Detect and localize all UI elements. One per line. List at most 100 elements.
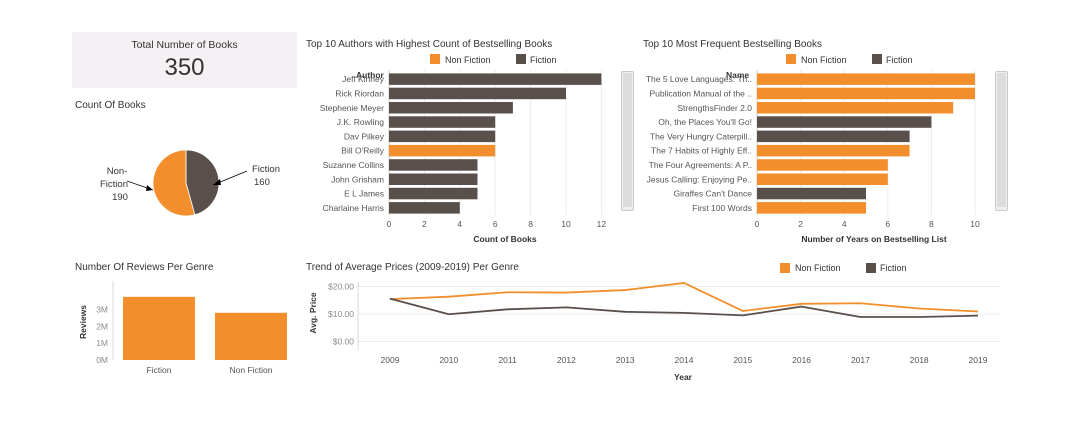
books-bar[interactable] <box>757 187 866 200</box>
reviews-tick: 2M <box>96 321 108 331</box>
trend-xtick: 2013 <box>616 355 635 365</box>
total-books-value: 350 <box>164 54 205 81</box>
books-tick: 6 <box>885 219 890 229</box>
books-bar[interactable] <box>757 87 975 100</box>
authors-tick: 6 <box>493 219 498 229</box>
books-legend-f-swatch <box>872 54 882 64</box>
reviews-categories: Fiction Non Fiction <box>146 365 272 375</box>
reviews-chart: Reviews 0M 1M 2M 3M Fiction Non Fiction <box>78 281 287 375</box>
books-scrollbar[interactable] <box>995 71 1008 211</box>
books-bars <box>757 73 975 214</box>
trend-legend-nf-label: Non Fiction <box>795 263 841 273</box>
authors-chart: Non Fiction Fiction Author Jeff Kinney Ri… <box>320 54 607 244</box>
trend-legend-f-swatch <box>866 263 876 273</box>
authors-ticks: 0 2 4 6 8 10 12 <box>387 219 607 229</box>
trend-lines <box>389 282 979 318</box>
books-tick: 8 <box>929 219 934 229</box>
books-bar[interactable] <box>757 130 910 143</box>
books-bar[interactable] <box>757 144 910 157</box>
books-xlabel: Number of Years on Bestselling List <box>801 234 946 244</box>
authors-bar[interactable] <box>389 144 496 157</box>
trend-legend-f-label: Fiction <box>880 263 907 273</box>
books-bar[interactable] <box>757 116 932 128</box>
books-category-label: The Four Agreements: A P.. <box>649 160 752 170</box>
authors-xlabel: Count of Books <box>473 234 537 244</box>
authors-scroll-thumb[interactable] <box>623 73 632 207</box>
trend-ylabel: Avg. Price <box>308 292 318 334</box>
trend-grid <box>358 286 1000 342</box>
trend-xtick: 2019 <box>969 355 988 365</box>
books-bar[interactable] <box>757 202 866 214</box>
books-y-header: Name <box>726 70 749 80</box>
pie-title: Count Of Books <box>75 100 146 111</box>
pie-nf-label-2: Fiction <box>100 179 128 190</box>
trend-legend-nf-swatch <box>780 263 790 273</box>
books-tick: 4 <box>842 219 847 229</box>
authors-scrollbar[interactable] <box>621 71 634 211</box>
authors-tick: 12 <box>597 219 607 229</box>
pie-f-value: 160 <box>254 177 270 188</box>
books-legend-f-label: Fiction <box>886 55 913 65</box>
books-bar[interactable] <box>757 173 888 186</box>
books-scroll-thumb[interactable] <box>997 73 1006 207</box>
authors-category-label: Charlaine Harris <box>323 203 384 213</box>
authors-category-label: Jeff Kinney <box>342 74 385 84</box>
authors-category-label: Suzanne Collins <box>323 160 384 170</box>
books-title: Top 10 Most Frequent Bestselling Books <box>643 39 822 50</box>
authors-category-label: Dav Pilkey <box>344 131 385 141</box>
authors-bar[interactable] <box>389 116 496 128</box>
reviews-title: Number Of Reviews Per Genre <box>75 262 214 273</box>
authors-y-header: Author <box>356 70 385 80</box>
books-bar[interactable] <box>757 159 888 171</box>
pie-nf-label-1: Non- <box>107 166 128 177</box>
authors-bar[interactable] <box>389 73 602 85</box>
authors-bar[interactable] <box>389 130 496 143</box>
authors-category-label: Bill O'Reilly <box>341 146 384 156</box>
authors-bar[interactable] <box>389 102 513 114</box>
authors-bar[interactable] <box>389 159 478 171</box>
authors-category-label: E L James <box>344 189 384 199</box>
trend-xtick: 2018 <box>910 355 929 365</box>
authors-bar[interactable] <box>389 187 478 200</box>
books-category-label: StrengthsFinder 2.0 <box>677 103 752 113</box>
pie-nf-value: 190 <box>112 192 128 203</box>
trend-ytick: $20.00 <box>328 282 354 292</box>
trend-ytick: $0.00 <box>333 337 355 347</box>
authors-category-label: John Grisham <box>331 174 384 184</box>
reviews-ticks: 0M 1M 2M 3M <box>96 305 108 365</box>
pie-slices <box>152 149 220 217</box>
pie-f-arrow <box>213 179 221 185</box>
authors-bar[interactable] <box>389 87 566 100</box>
authors-title: Top 10 Authors with Highest Count of Bes… <box>306 39 553 50</box>
authors-bar[interactable] <box>389 173 478 186</box>
authors-categories: Jeff Kinney Rick Riordan Stephenie Meyer J.… <box>320 74 385 213</box>
pie-nf-arrow <box>146 185 153 191</box>
total-books-title: Total Number of Books <box>131 39 238 51</box>
reviews-bar[interactable] <box>123 296 195 360</box>
pie-chart: Non- Fiction 190 Fiction 160 <box>100 149 280 217</box>
trend-xtick: 2012 <box>557 355 576 365</box>
pie-slice-non-fiction[interactable] <box>152 149 196 217</box>
trend-xtick: 2010 <box>439 355 458 365</box>
trend-xtick: 2016 <box>792 355 811 365</box>
reviews-bar[interactable] <box>215 312 287 360</box>
books-bar[interactable] <box>757 102 954 114</box>
trend-ytick: $10.00 <box>328 309 354 319</box>
authors-category-label: Stephenie Meyer <box>320 103 384 113</box>
authors-bar[interactable] <box>389 202 460 214</box>
authors-tick: 8 <box>528 219 533 229</box>
books-chart: Non Fiction Fiction Name The 5 Love Lang… <box>646 54 980 244</box>
reviews-tick: 1M <box>96 338 108 348</box>
trend-chart: Non Fiction Fiction Avg. Price $0.00 $10.… <box>308 263 1000 382</box>
trend-xtick: 2009 <box>381 355 400 365</box>
books-category-label: Giraffes Can't Dance <box>674 189 753 199</box>
pie-slice-fiction[interactable] <box>185 149 220 216</box>
trend-line-non-fiction[interactable] <box>389 282 979 313</box>
trend-line-fiction[interactable] <box>389 297 979 318</box>
trend-xtick: 2015 <box>733 355 752 365</box>
authors-legend-f-label: Fiction <box>530 55 557 65</box>
authors-legend-nf-swatch <box>430 54 440 64</box>
pie-f-label: Fiction <box>252 164 280 175</box>
books-bar[interactable] <box>757 73 975 85</box>
books-category-label: The Very Hungry Caterpill.. <box>650 131 752 141</box>
